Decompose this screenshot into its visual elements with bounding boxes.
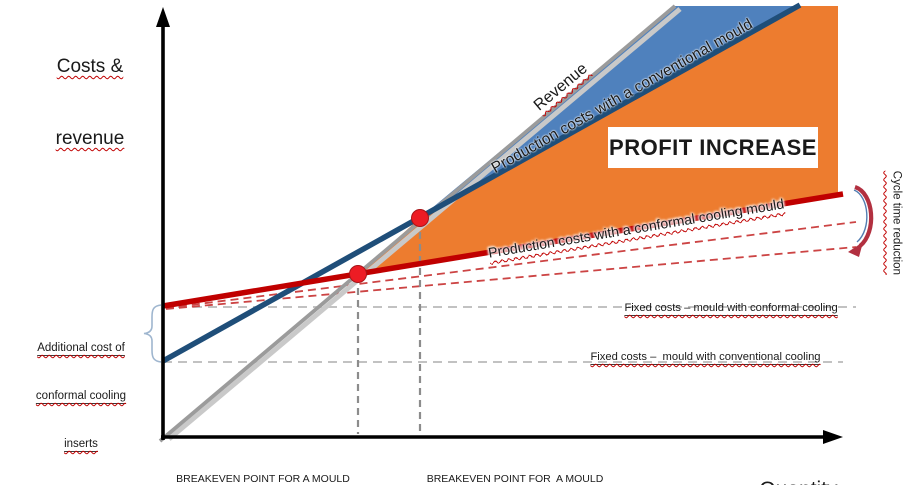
conventional-cost-line	[161, 2, 802, 364]
breakeven-dot-conventional	[411, 209, 429, 227]
breakeven-conformal-label: BREAKEVEN POINT FOR A MOULD WITH CONFORM…	[176, 473, 350, 485]
x-axis-arrowhead	[823, 430, 843, 444]
profit-increase-callout: PROFIT INCREASE	[608, 127, 818, 168]
y-axis-title-line2: revenue	[55, 128, 125, 149]
breakeven-conventional-label: BREAKEVEN POINT FOR A MOULD WITH CONVENT…	[426, 473, 604, 485]
cycle-time-arrowhead	[848, 242, 863, 257]
breakeven-dot-conformal	[349, 265, 367, 283]
y-axis-title: Costs & revenue	[34, 7, 146, 199]
fixed-costs-conformal-label: Fixed costs – mould with conformal cooli…	[624, 301, 838, 314]
conformal-cost-line	[162, 191, 844, 309]
y-axis-arrowhead	[156, 7, 170, 27]
fixed-costs-conventional-label: Fixed costs – mould with conventional co…	[590, 350, 821, 363]
y-axis-title-line1: Costs &	[56, 56, 124, 77]
x-axis-title: Quantity	[736, 454, 837, 485]
cycle-time-arrow-arc	[854, 184, 874, 248]
additional-cost-note: Additional cost of conformal cooling ins…	[35, 342, 127, 450]
cycle-time-reduction-label: Cycle time reduction	[890, 170, 903, 275]
cycle-time-arrow-inner-edge	[853, 189, 868, 243]
profit-increase-text: PROFIT INCREASE	[609, 134, 817, 160]
profit-increase-area	[358, 6, 838, 274]
reduced-cost-dashline-1	[165, 221, 857, 309]
reduced-cost-dashline-2	[165, 246, 857, 310]
additional-cost-brace	[143, 304, 162, 363]
